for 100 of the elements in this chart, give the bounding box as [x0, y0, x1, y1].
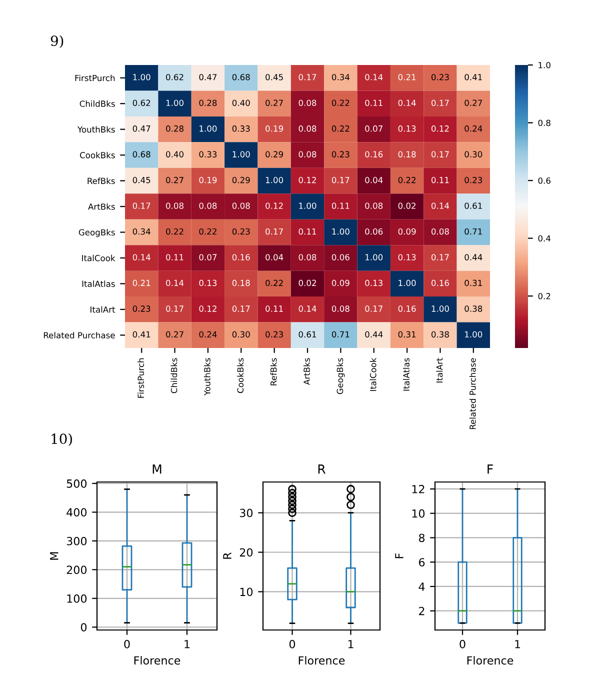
x-tick-label: 0 [460, 640, 466, 648]
x-tick-label: 1 [184, 640, 190, 648]
data-label: 0.13 [199, 280, 217, 286]
x-tick-label: GeogBks [336, 358, 345, 394]
data-label: 0.22 [332, 125, 350, 132]
data-label: 0.62 [166, 74, 184, 80]
y-tick-label: ItalAtlas [82, 280, 115, 287]
data-label: 1.00 [200, 125, 217, 132]
x-tick-label: 1 [515, 640, 520, 648]
data-label: 0.30 [464, 151, 482, 158]
data-label: 0.23 [464, 176, 482, 184]
data-label: 0.11 [266, 306, 283, 312]
x-axis-title: Florence [134, 656, 180, 665]
data-label: 0.16 [365, 151, 383, 158]
data-label: 0.17 [232, 306, 250, 312]
data-label: 1.00 [299, 202, 316, 209]
x-tick-label: Related Purchase [469, 358, 476, 430]
data-label: 0.22 [266, 280, 283, 286]
data-label: 0.08 [432, 228, 449, 235]
y-tick-label: 10 [240, 588, 253, 596]
x-tick-label: FirstPurch [138, 358, 144, 398]
data-label: 0.07 [199, 254, 217, 260]
data-label: 0.14 [166, 280, 184, 286]
data-label: 0.09 [398, 228, 416, 235]
data-label: 0.22 [199, 228, 216, 235]
x-tick-label: YouthBks [204, 358, 210, 396]
data-label: 0.04 [266, 254, 284, 260]
data-label: 0.29 [232, 176, 250, 184]
data-label: 0.19 [199, 176, 217, 184]
x-axis-title: Florence [467, 656, 514, 665]
data-label: 0.68 [232, 74, 250, 80]
data-label: 0.08 [298, 254, 316, 260]
data-label: 0.14 [132, 254, 150, 260]
data-label: 0.09 [332, 280, 350, 286]
y-tick-label: ItalArt [90, 306, 116, 313]
data-label: 0.07 [365, 125, 382, 132]
y-tick-label: RefBks [88, 178, 115, 184]
y-tick-label: 200 [66, 566, 87, 574]
y-tick-label: ArtBks [88, 203, 115, 210]
data-label: 0.23 [266, 331, 283, 338]
data-label: 0.18 [398, 151, 416, 158]
data-label: 0.08 [199, 202, 217, 209]
data-label: 0.18 [232, 280, 250, 286]
data-label: 0.06 [332, 254, 350, 260]
data-label: 1.00 [266, 176, 284, 184]
data-label: 0.45 [266, 74, 283, 80]
data-label: 0.16 [232, 254, 250, 260]
data-label: 0.13 [398, 125, 416, 132]
data-label: 0.12 [199, 306, 216, 312]
data-label: 0.47 [132, 125, 150, 132]
y-tick-label: 30 [240, 508, 253, 518]
y-tick-label: 500 [66, 479, 87, 488]
data-label: 0.38 [432, 331, 449, 338]
y-tick-label: 300 [66, 536, 87, 546]
data-label: 1.00 [366, 254, 383, 260]
data-label: 0.11 [365, 100, 382, 106]
data-label: 0.27 [166, 331, 184, 338]
data-label: 0.11 [298, 228, 316, 235]
x-tick-label: RefBks [270, 358, 277, 386]
data-label: 1.00 [166, 100, 184, 106]
x-tick-label: 0 [289, 640, 296, 648]
y-tick-label: ChildBks [80, 100, 115, 107]
y-axis-title: F [395, 553, 404, 558]
data-label: 0.34 [332, 74, 350, 80]
data-label: 0.16 [432, 280, 449, 286]
data-label: 0.16 [398, 306, 416, 312]
data-label: 1.00 [465, 331, 482, 338]
data-label: 0.44 [365, 331, 383, 338]
data-label: 1.00 [133, 74, 150, 80]
data-label: 0.14 [298, 306, 316, 312]
y-axis-title: M [50, 552, 58, 560]
y-tick-label: Related Purchase [44, 332, 115, 338]
data-label: 0.08 [332, 306, 350, 312]
data-label: 0.08 [298, 125, 316, 132]
y-tick-label: 2 [419, 606, 424, 616]
data-label: 0.11 [166, 254, 184, 260]
data-label: 0.08 [232, 202, 250, 209]
x-tick-label: ItalArt [436, 358, 443, 382]
text: 9) [50, 35, 64, 48]
y-tick-label: 4 [418, 582, 425, 591]
data-label: 0.22 [332, 100, 350, 106]
data-label: 0.17 [298, 74, 316, 80]
data-label: 0.04 [365, 176, 383, 184]
color-bar-label: 0.2 [538, 293, 550, 300]
color-bar-label: 0.6 [538, 177, 550, 184]
y-tick-label: 0 [80, 623, 87, 632]
data-label: 1.00 [232, 151, 250, 158]
color-bar-label: 0.8 [538, 120, 550, 126]
y-axis-title: R [223, 552, 232, 559]
data-label: 0.06 [365, 228, 383, 235]
y-tick-label: CookBks [80, 152, 115, 158]
data-label: 0.17 [432, 100, 449, 106]
data-label: 0.27 [166, 176, 184, 184]
data-label: 0.33 [232, 125, 250, 132]
data-label: 0.21 [132, 280, 150, 286]
data-label: 0.14 [365, 74, 383, 80]
data-label: 1.00 [332, 228, 350, 235]
data-label: 0.61 [298, 331, 316, 338]
y-tick-label: FirstPurch [75, 74, 115, 82]
data-label: 0.23 [332, 151, 350, 158]
